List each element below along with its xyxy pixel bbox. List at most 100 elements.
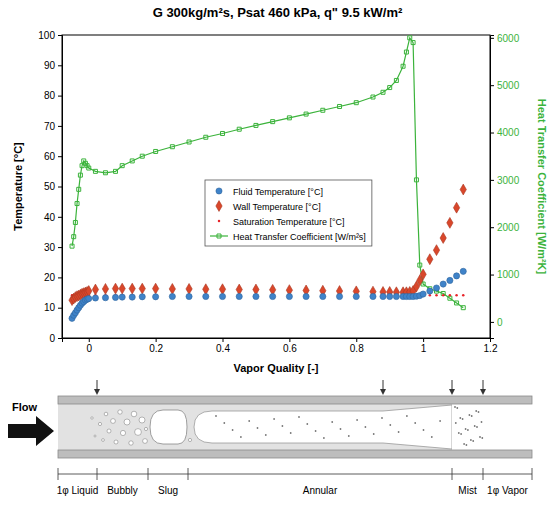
data-point <box>87 166 91 170</box>
bubble <box>131 411 137 417</box>
mist-droplet <box>462 418 464 420</box>
droplet <box>315 430 317 432</box>
x-axis: 00.20.40.60.811.2 <box>63 338 498 354</box>
mist-droplet <box>478 411 480 413</box>
data-point <box>119 294 125 300</box>
data-point <box>73 220 77 224</box>
y2-tick: 6000 <box>490 33 520 44</box>
data-point <box>112 294 118 300</box>
mist-droplet <box>474 425 476 427</box>
data-point <box>414 178 418 182</box>
data-point <box>77 187 81 191</box>
data-point <box>86 296 92 302</box>
transition-arrow <box>483 380 484 390</box>
x-tick-label: 0.2 <box>149 343 163 354</box>
data-point <box>253 293 259 299</box>
bubble <box>94 435 96 437</box>
data-point <box>440 281 446 287</box>
mist-droplet <box>459 417 461 419</box>
y-tick-label: 50 <box>44 181 56 192</box>
bubble <box>120 430 125 435</box>
data-point <box>401 64 405 68</box>
y-tick-mark <box>58 35 62 36</box>
x-tick-label: 1 <box>421 343 427 354</box>
y2-tick-mark <box>490 227 494 228</box>
bubble <box>143 439 148 444</box>
data-point <box>370 293 376 299</box>
x-tick-mark <box>89 338 90 342</box>
y2-tick: 4000 <box>490 127 520 138</box>
bubble <box>124 419 130 425</box>
data-point <box>388 86 392 90</box>
transition-arrow <box>452 380 453 390</box>
mist-droplet <box>467 429 469 431</box>
y2-tick-label: 6000 <box>497 33 520 44</box>
x-tick-label: 0.8 <box>350 343 364 354</box>
data-point <box>70 244 74 248</box>
legend-line <box>210 235 228 236</box>
transition-arrow-head <box>480 389 486 395</box>
y-tick-label: 100 <box>38 30 55 41</box>
data-point <box>270 293 276 299</box>
data-point <box>170 145 174 149</box>
y-tick: 80 <box>44 90 62 101</box>
y2-axis: 0100020003000400050006000 <box>490 33 520 339</box>
y-tick-label: 60 <box>44 151 56 162</box>
mist-droplet <box>471 415 473 417</box>
data-point <box>418 263 422 267</box>
data-point <box>448 296 452 300</box>
data-point <box>92 284 98 295</box>
data-point <box>139 294 145 300</box>
y2-tick-label: 2000 <box>497 222 520 233</box>
data-point <box>203 293 209 299</box>
data-point <box>204 135 208 139</box>
y-tick: 0 <box>49 333 62 344</box>
droplet <box>373 433 375 435</box>
droplet <box>240 436 242 438</box>
data-point <box>129 294 135 300</box>
data-point <box>287 116 291 120</box>
x-tick-label: 0.6 <box>283 343 297 354</box>
regime-label: 1φ Vapor <box>487 485 528 496</box>
y-tick-label: 40 <box>44 212 56 223</box>
data-point <box>433 245 439 256</box>
data-point <box>112 283 118 294</box>
pipe-interior <box>58 404 532 450</box>
x-tick: 0 <box>86 338 92 354</box>
droplet <box>273 418 275 420</box>
bubble <box>102 439 105 442</box>
mist-droplet <box>456 407 458 409</box>
vapor-region <box>452 404 532 450</box>
bubble <box>91 417 93 419</box>
mist-droplet <box>479 436 481 438</box>
series-line <box>72 38 463 308</box>
annular-core <box>194 405 452 449</box>
y-tick-mark <box>58 338 62 339</box>
legend-box <box>205 180 372 246</box>
data-point <box>120 164 124 168</box>
y2-tick: 2000 <box>490 222 520 233</box>
data-point <box>286 293 292 299</box>
data-point <box>114 169 118 173</box>
droplet <box>431 436 433 438</box>
y2-tick-label: 4000 <box>497 127 520 138</box>
y-tick: 90 <box>44 60 62 71</box>
pipe-wall <box>58 450 532 458</box>
y2-tick: 3000 <box>490 175 520 186</box>
data-point <box>219 284 225 295</box>
data-point <box>203 284 209 295</box>
bubble <box>188 438 191 441</box>
x-tick: 0.4 <box>216 338 230 354</box>
y2-tick-label: 5000 <box>497 80 520 91</box>
data-point <box>186 283 192 294</box>
data-point <box>139 283 145 294</box>
droplet <box>215 415 217 417</box>
data-point <box>187 140 191 144</box>
droplet <box>232 429 234 431</box>
y2-tick-mark <box>490 85 494 86</box>
bubble <box>129 441 133 445</box>
data-point <box>449 294 452 297</box>
data-point <box>433 285 439 291</box>
y-axis-title: Temperature [°C] <box>12 142 24 231</box>
series-group <box>69 268 466 321</box>
